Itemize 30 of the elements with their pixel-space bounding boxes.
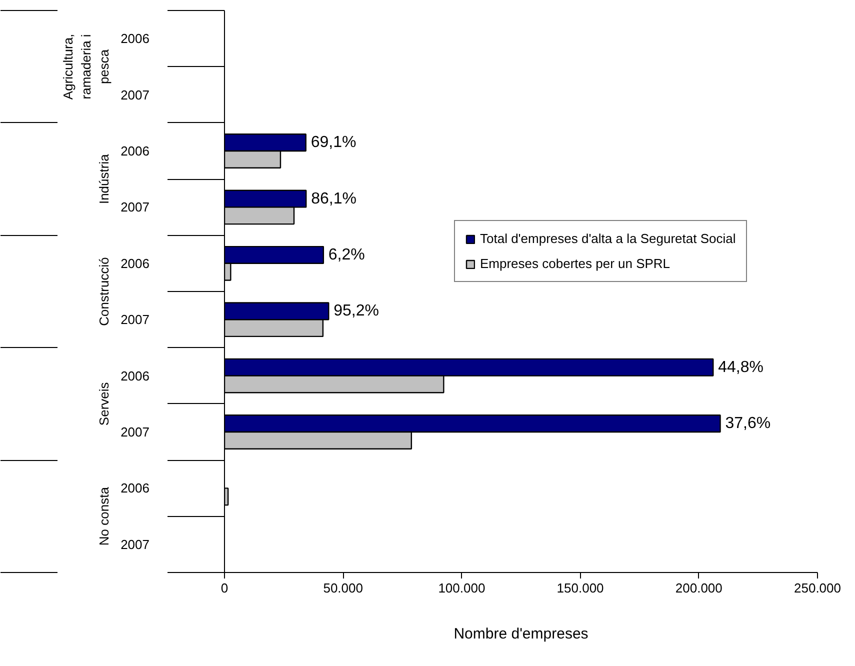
legend-label: Total d'empreses d'alta a la Seguretat Social [480,231,736,246]
y-tick-label: 2006 [120,256,150,271]
annotation: 44,8% [718,358,764,376]
y-tick-label: 2007 [120,87,150,102]
text: Agricultura, ramaderia i pesca [60,34,112,100]
text: Serveis [96,382,112,426]
x-tick-label: 200.000 [675,580,722,596]
text: No consta [96,486,112,546]
text: Indústria [96,153,112,204]
legend-label: Empreses cobertes per un SPRL [480,256,670,271]
annotation: 86,1% [311,190,356,208]
y-tick-label: 2006 [120,31,150,46]
y-tick-label: 2007 [120,200,150,215]
x-tick-label: 100.000 [438,580,486,596]
annotation: 37,6% [725,415,771,432]
x-tick-label: 50.000 [323,580,363,596]
x-tick-label: 0 [220,580,228,596]
y-tick-label: 2006 [120,368,150,384]
x-axis-title: Nombre d'empreses [454,626,588,642]
y-tick-label: 2006 [120,144,150,158]
annotation: 95,2% [334,302,380,320]
y-tick-label: 2007 [120,312,150,328]
y-tick-label: 2006 [120,480,150,496]
x-tick-label: 250.000 [794,580,842,596]
x-tick-label: 150.000 [556,580,604,596]
annotation: 69,1% [310,134,356,152]
text: Construcció [96,257,112,326]
y-tick-label: 2007 [120,424,150,440]
annotation: 6,2% [328,246,365,264]
y-tick-label: 2007 [120,536,150,552]
